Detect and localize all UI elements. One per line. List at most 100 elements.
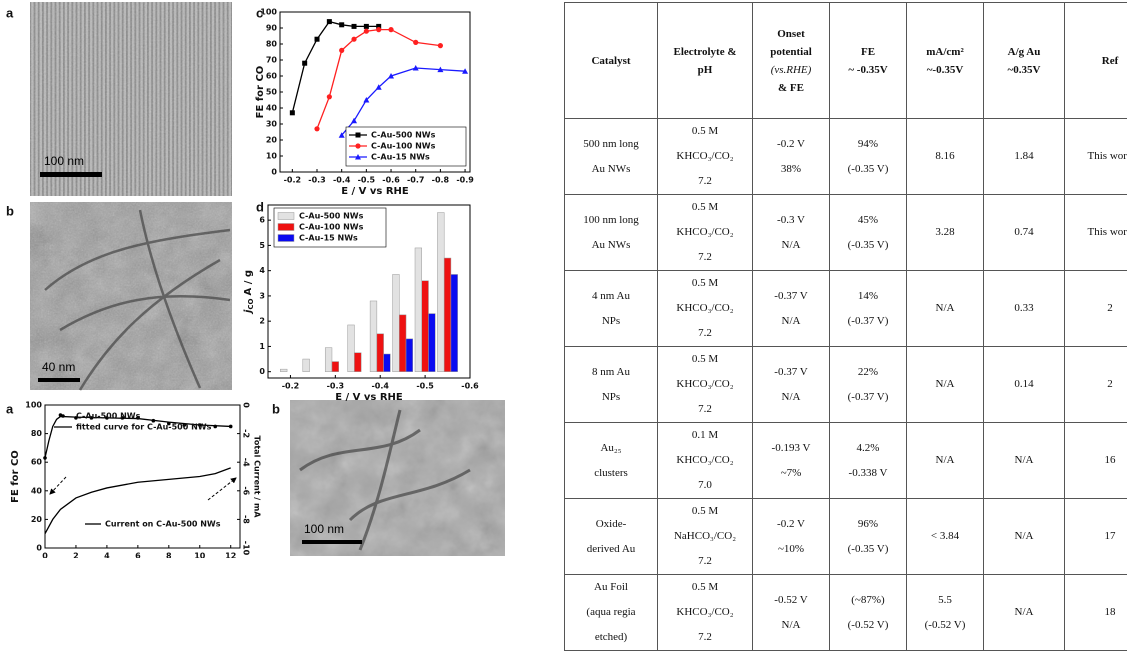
marker xyxy=(327,94,332,99)
table-cell: 0.33 xyxy=(984,271,1065,347)
header-text: ~-0.35V xyxy=(909,61,981,79)
table-cell: 17 xyxy=(1065,499,1127,575)
y-tick-label: 5 xyxy=(259,241,265,250)
page: { "panel_labels": ["a", "b", "c", "d", "… xyxy=(0,0,1127,558)
y-axis-title-unit: A / g xyxy=(243,270,254,296)
cell-text: 0.1 M xyxy=(660,423,750,448)
cell-text: 500 nm long xyxy=(567,132,655,157)
x-tick-label: -0.6 xyxy=(461,382,479,391)
cell-text: 7.2 xyxy=(660,245,750,270)
table-cell: 4.2%-0.338 V xyxy=(830,423,907,499)
y-axis-title-sub: CO xyxy=(247,298,255,309)
y2-tick-label: -8 xyxy=(242,515,251,524)
series-line xyxy=(317,30,440,129)
y-tick-label: 2 xyxy=(259,317,265,326)
y2-tick-label: -6 xyxy=(242,486,251,495)
cell-text: 1.84 xyxy=(986,144,1062,169)
cell-text: (-0.35 V) xyxy=(832,157,904,182)
cell-text: 45% xyxy=(832,208,904,233)
cell-text: 0.5 M xyxy=(660,119,750,144)
cell-text: -0.52 V xyxy=(755,588,827,613)
marker xyxy=(302,61,307,66)
scale-bar-label: 40 nm xyxy=(42,360,75,374)
marker xyxy=(352,24,357,29)
cell-text: 0.5 M xyxy=(660,195,750,220)
cell-text: (-0.35 V) xyxy=(832,233,904,258)
bar xyxy=(325,348,332,372)
y-tick-label: 90 xyxy=(266,24,278,33)
y-tick-label: 10 xyxy=(266,152,278,161)
cell-text: 3.28 xyxy=(909,220,981,245)
marker xyxy=(438,43,443,48)
table-cell: 16 xyxy=(1065,423,1127,499)
cell-text: 2 xyxy=(1067,296,1127,321)
x-tick-label: -0.4 xyxy=(333,176,351,185)
x-tick-label: 0 xyxy=(42,552,48,559)
cell-text: 0.5 M xyxy=(660,347,750,372)
marker xyxy=(388,27,393,32)
cell-text: 2 xyxy=(1067,372,1127,397)
cell-text: NaHCO₃/CO₂ xyxy=(660,524,750,549)
panel-label: b xyxy=(272,401,280,416)
cell-text: N/A xyxy=(909,448,981,473)
y2-tick-label: 0 xyxy=(242,402,251,408)
header-text: Catalyst xyxy=(567,52,655,70)
header-text: mA/cm² xyxy=(909,43,981,61)
header-text: FE xyxy=(832,43,904,61)
table-cell: 45%(-0.35 V) xyxy=(830,195,907,271)
marker xyxy=(351,37,356,42)
y2-axis-title: Total Current / mA xyxy=(253,435,262,518)
header-text: ~0.35V xyxy=(986,61,1062,79)
marker xyxy=(339,48,344,53)
header-text: ~ -0.35V xyxy=(832,61,904,79)
cell-text: 18 xyxy=(1067,600,1127,625)
cell-text: -0.2 V xyxy=(755,512,827,537)
x-tick-label: 6 xyxy=(135,552,141,559)
cell-text: -0.37 V xyxy=(755,360,827,385)
legend-marker xyxy=(61,414,65,418)
cell-text: N/A xyxy=(909,372,981,397)
cell-text: 17 xyxy=(1067,524,1127,549)
table-cell: N/A xyxy=(907,423,984,499)
y-tick-label: 20 xyxy=(31,515,43,524)
panel-label: d xyxy=(256,199,264,214)
marker xyxy=(327,19,332,24)
y-tick-label: 70 xyxy=(266,56,278,65)
cell-text: Au NWs xyxy=(567,157,655,182)
bar xyxy=(348,325,355,372)
cell-text: KHCO₃/CO₂ xyxy=(660,220,750,245)
cell-text: N/A xyxy=(986,600,1062,625)
cell-text: NPs xyxy=(567,385,655,410)
x-tick-label: -0.8 xyxy=(432,176,450,185)
cell-text: 100 nm long xyxy=(567,208,655,233)
cell-text: N/A xyxy=(755,385,827,410)
cell-text: -0.193 V xyxy=(755,436,827,461)
legend-label: Current on C-Au-500 NWs xyxy=(105,520,221,529)
marker xyxy=(351,118,357,124)
bar xyxy=(354,353,361,372)
cell-text: 8.16 xyxy=(909,144,981,169)
legend-label: C-Au-500 NWs xyxy=(299,212,364,221)
y-tick-label: 30 xyxy=(266,120,278,129)
table-cell: -0.2 V~10% xyxy=(753,499,830,575)
header-cell: Catalyst xyxy=(565,3,658,119)
y-tick-label: 80 xyxy=(266,40,278,49)
legend-swatch xyxy=(278,213,294,220)
cell-text: 0.33 xyxy=(986,296,1062,321)
cell-text: (-0.52 V) xyxy=(909,613,981,638)
marker xyxy=(376,27,381,32)
